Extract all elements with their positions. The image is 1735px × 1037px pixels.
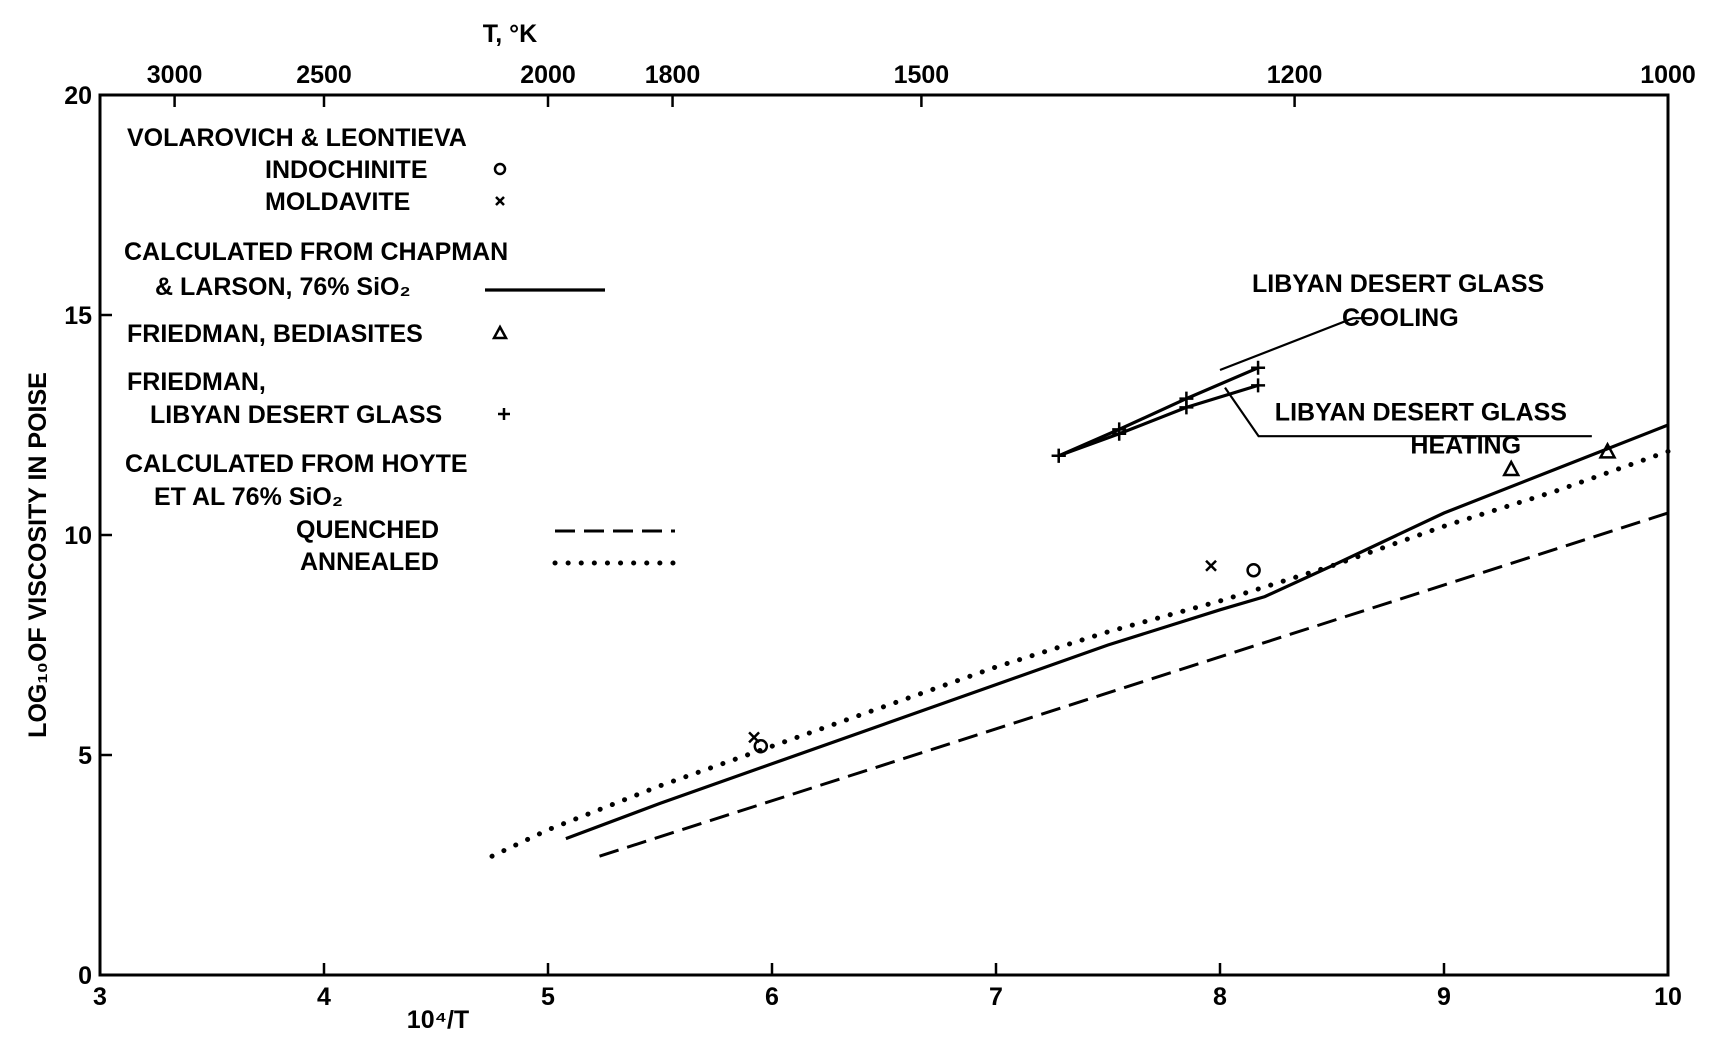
y-tick-label: 20 xyxy=(64,82,92,110)
legend-symbol-plus xyxy=(498,408,510,420)
legend-entry-3-text: & LARSON, 76% SiO₂ xyxy=(155,273,411,301)
x-tick-label: 5 xyxy=(541,983,555,1011)
series-line-3 xyxy=(1058,366,1259,458)
top-tick-label: 1000 xyxy=(1640,61,1696,89)
series-4-point xyxy=(1251,378,1266,393)
data-point-x xyxy=(748,731,760,744)
top-tick-label: 1500 xyxy=(894,61,950,89)
legend-entry-5-text: LIBYAN DESERT GLASS xyxy=(150,401,442,429)
legend-entry-5-text: FRIEDMAN, xyxy=(127,368,266,396)
y-tick-label: 10 xyxy=(64,522,92,550)
cooling-leader xyxy=(1219,317,1372,372)
y-tick-label: 15 xyxy=(64,302,92,330)
annotation-cooling-line1: LIBYAN DESERT GLASS xyxy=(1252,270,1544,298)
legend-entry-1-text: INDOCHINITE xyxy=(265,156,428,184)
data-point-triangle xyxy=(1598,441,1617,459)
x-tick-label: 6 xyxy=(765,983,779,1011)
series-4-point xyxy=(1179,400,1194,415)
x-tick-label: 4 xyxy=(317,983,331,1011)
annotations: LIBYAN DESERT GLASS COOLING LIBYAN DESERT … xyxy=(1219,270,1592,460)
series-line-4 xyxy=(1058,383,1259,458)
y-tick-label: 5 xyxy=(78,742,92,770)
series-3-point xyxy=(1251,360,1266,375)
legend-symbol-circle xyxy=(493,162,507,176)
y-tick-label: 0 xyxy=(78,962,92,990)
legend-symbol-triangle xyxy=(491,324,509,340)
x-tick-label: 7 xyxy=(989,983,1003,1011)
data-point-circle xyxy=(753,738,769,754)
x-tick-label: 8 xyxy=(1213,983,1227,1011)
legend-entry-7-text: QUENCHED xyxy=(296,516,439,544)
legend-entry-2-text: MOLDAVITE xyxy=(265,188,410,216)
x-axis-title: 10⁴/T xyxy=(407,1006,469,1034)
series-line-0 xyxy=(565,423,1669,841)
series-4-point xyxy=(1112,426,1127,441)
top-tick-label: 1800 xyxy=(645,61,701,89)
series-line-1 xyxy=(599,511,1669,858)
top-axis-title: T, °K xyxy=(483,20,537,48)
y-axis-title: LOG₁₀OF VISCOSITY IN POISE xyxy=(24,372,52,738)
top-tick-label: 2500 xyxy=(296,61,352,89)
legend: VOLAROVICH & LEONTIEVA INDOCHINITE MOLDAVI… xyxy=(124,124,678,576)
annotation-heating-line1: LIBYAN DESERT GLASS xyxy=(1275,399,1567,427)
tick-labels: 3 4 5 6 7 8 9 10 0 5 10 15 20 3000 2500 2000 1800 1500 120… xyxy=(24,20,1696,1034)
x-tick-label: 3 xyxy=(93,983,107,1011)
heating-leader xyxy=(1224,386,1592,438)
x-tick-label: 9 xyxy=(1437,983,1451,1011)
legend-entry-8-text: ANNEALED xyxy=(300,548,439,576)
top-tick-label: 2000 xyxy=(520,61,576,89)
data-point-circle xyxy=(1246,562,1261,578)
top-tick-label: 3000 xyxy=(147,61,203,89)
x-tick-label: 10 xyxy=(1654,983,1682,1011)
axes xyxy=(98,93,1670,977)
legend-symbol-x xyxy=(495,196,505,206)
top-tick-label: 1200 xyxy=(1267,61,1323,89)
legend-entry-4-text: FRIEDMAN, BEDIASITES xyxy=(127,320,423,348)
annotation-heating-line2: HEATING xyxy=(1410,432,1521,460)
annotation-cooling-line2: COOLING xyxy=(1342,304,1459,332)
series-4-point xyxy=(1051,448,1066,463)
legend-entry-6-text: ET AL 76% SiO₂ xyxy=(154,483,343,511)
series xyxy=(489,360,1671,859)
data-point-x xyxy=(1205,559,1217,572)
legend-entry-3-text: CALCULATED FROM CHAPMAN xyxy=(124,238,508,266)
legend-entry-0-text: VOLAROVICH & LEONTIEVA xyxy=(127,124,467,152)
data-point-triangle xyxy=(1502,459,1521,477)
legend-entry-6-text: CALCULATED FROM HOYTE xyxy=(125,450,468,478)
data-points xyxy=(748,441,1617,754)
